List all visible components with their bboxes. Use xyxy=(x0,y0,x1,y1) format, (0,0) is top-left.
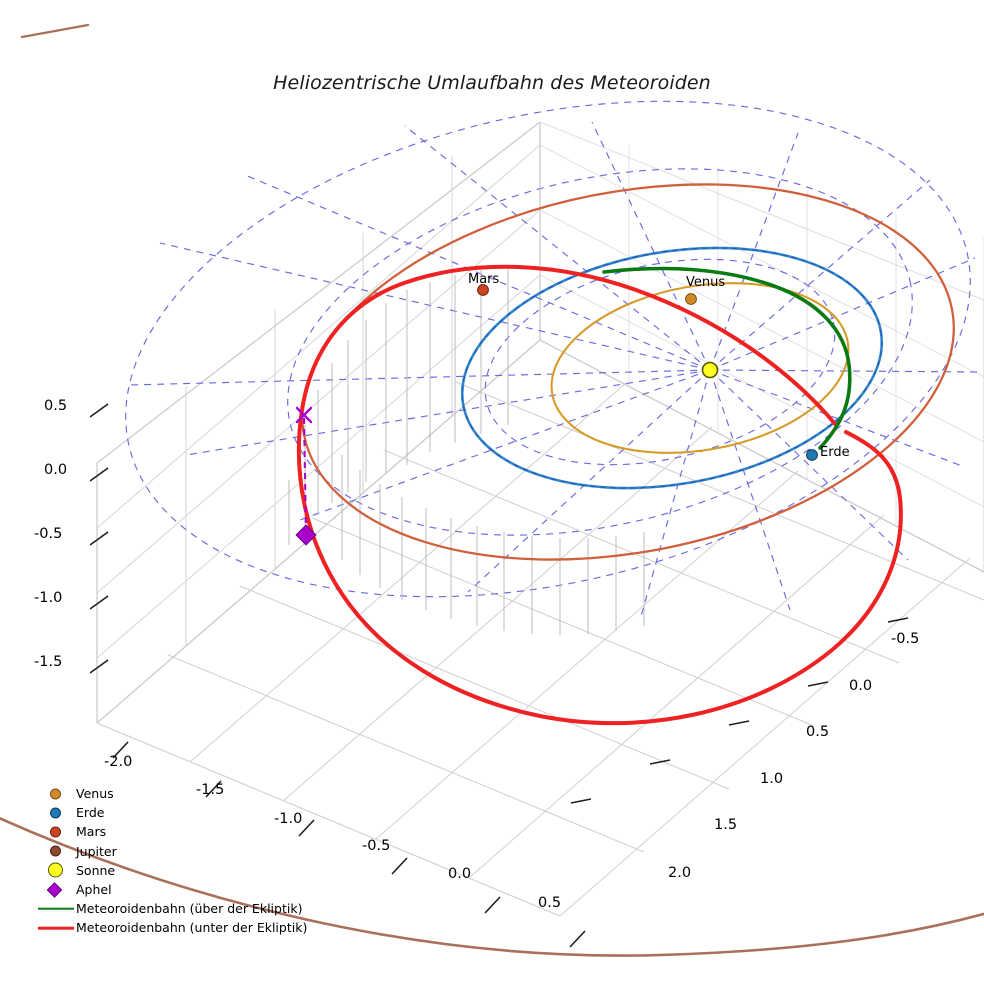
legend-item-aphel[interactable]: Aphel xyxy=(36,880,356,899)
axes-3d xyxy=(89,121,984,948)
legend-item-label: Erde xyxy=(76,805,105,821)
x-tick-3: -0.5 xyxy=(362,838,391,854)
sun-marker xyxy=(701,361,719,379)
legend-item-label: Meteoroidenbahn (unter der Ekliptik) xyxy=(76,920,308,936)
legend-dot-icon xyxy=(50,845,61,857)
legend-item-erde[interactable]: Erde xyxy=(36,803,356,822)
legend-diamond-icon xyxy=(46,881,63,898)
meteoroid-orbit-below xyxy=(296,264,903,726)
x-tick-2: -1.0 xyxy=(274,811,303,827)
meteoroid-stem-lines xyxy=(288,267,645,635)
y-tick-1: 0.0 xyxy=(849,678,873,694)
legend-item-label: Sonne xyxy=(76,862,116,878)
jupiter-orbit xyxy=(0,23,984,957)
y-tick-4: 1.5 xyxy=(714,817,738,833)
z-tick-2: -0.5 xyxy=(34,526,63,542)
y-axis-ticks xyxy=(570,617,909,804)
meteoroid-orbit-above xyxy=(602,266,852,450)
x-tick-0: -2.0 xyxy=(104,754,133,770)
legend-marker-dot xyxy=(36,803,76,822)
y-tick-3: 1.0 xyxy=(760,771,784,787)
polar-net-spokes xyxy=(129,121,981,621)
legend-item-venus[interactable]: Venus xyxy=(36,784,356,803)
venus-marker xyxy=(685,293,697,305)
legend: Venus Erde Mars Jupiter Sonne Aphel Meteoroide… xyxy=(36,784,356,938)
legend-dot-icon xyxy=(50,826,61,838)
earth-marker xyxy=(806,449,818,461)
legend-line-icon xyxy=(38,926,74,930)
ecliptic-polar-net xyxy=(125,100,981,621)
aphel-projection xyxy=(295,406,313,533)
legend-marker-dot xyxy=(36,842,76,861)
x-tick-1: -1.5 xyxy=(196,782,225,798)
z-tick-3: -1.0 xyxy=(34,590,63,606)
mars-marker xyxy=(477,284,489,296)
legend-item-meteoroidenbahn-ber-der-ekliptik[interactable]: Meteoroidenbahn (über der Ekliptik) xyxy=(36,899,356,918)
legend-marker-line xyxy=(36,918,76,937)
page-title: Heliozentrische Umlaufbahn des Meteoroid… xyxy=(273,72,711,94)
right-pane-grid xyxy=(539,122,984,573)
legend-line-icon xyxy=(38,907,74,911)
z-tick-4: -1.5 xyxy=(34,654,63,670)
legend-item-label: Meteoroidenbahn (über der Ekliptik) xyxy=(76,901,303,917)
legend-item-meteoroidenbahn-unter-der-ekliptik[interactable]: Meteoroidenbahn (unter der Ekliptik) xyxy=(36,918,356,937)
y-tick-2: 0.5 xyxy=(806,724,830,740)
legend-marker-dot xyxy=(36,822,76,841)
legend-dot-icon xyxy=(50,807,61,819)
venus-orbit xyxy=(550,282,850,454)
x-tick-4: 0.0 xyxy=(448,866,472,882)
legend-item-mars[interactable]: Mars xyxy=(36,822,356,841)
venus-label: Venus xyxy=(686,275,726,290)
mars-label: Mars xyxy=(468,272,500,287)
legend-marker-dot xyxy=(36,861,76,880)
pane-edges xyxy=(96,121,984,917)
y-tick-5: 2.0 xyxy=(668,865,692,881)
x-axis-ticks xyxy=(112,741,586,948)
y-tick-0: -0.5 xyxy=(891,631,920,647)
x-tick-5: 0.5 xyxy=(538,895,562,911)
legend-item-label: Aphel xyxy=(76,882,112,898)
left-pane-grid xyxy=(96,122,541,724)
legend-item-jupiter[interactable]: Jupiter xyxy=(36,842,356,861)
z-tick-0: 0.5 xyxy=(44,398,68,414)
legend-item-label: Venus xyxy=(76,786,114,802)
legend-dot-icon xyxy=(50,788,61,800)
z-axis-ticks xyxy=(89,403,109,674)
legend-item-label: Jupiter xyxy=(76,843,117,859)
legend-item-sonne[interactable]: Sonne xyxy=(36,861,356,880)
aphel-marker xyxy=(295,524,317,546)
aphel-cross-icon xyxy=(295,406,313,424)
z-tick-1: 0.0 xyxy=(44,462,68,478)
floor-grid xyxy=(96,339,984,917)
legend-marker-line xyxy=(36,899,76,918)
erde-label: Erde xyxy=(820,445,850,460)
legend-item-label: Mars xyxy=(76,824,107,840)
legend-dot-icon xyxy=(48,862,63,878)
legend-marker-dot xyxy=(36,784,76,803)
legend-marker-diamond xyxy=(36,880,76,899)
earth-orbit xyxy=(460,246,884,490)
